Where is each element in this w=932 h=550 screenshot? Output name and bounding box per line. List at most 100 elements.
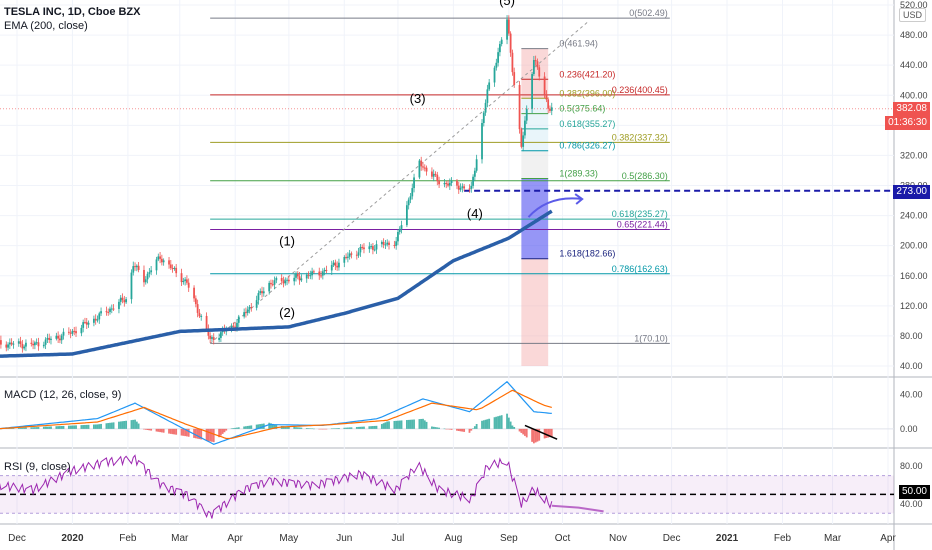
candle-body [422,166,424,168]
macd-histogram-bar [270,423,272,429]
candle-body [506,19,508,40]
macd-histogram-bar [160,428,163,433]
candle-body [143,269,145,283]
ema-legend[interactable]: EMA (200, close) [4,20,88,32]
macd-tick-label: 40.00 [900,390,923,400]
candle-body [59,338,61,341]
macd-histogram-bar [382,423,385,429]
macd-histogram-bar [311,428,314,430]
symbol-title[interactable]: TESLA INC, 1D, Cboe BZX [4,6,141,18]
macd-histogram-bar [468,428,471,433]
macd-histogram-bar [309,428,312,429]
macd-histogram-bar [205,428,208,441]
candle-body [12,343,15,345]
macd-histogram-bar [357,426,360,429]
fib2-level-label: 1(289.33) [559,168,598,178]
candle-body [345,256,347,258]
macd-histogram-bar [125,420,127,429]
macd-histogram-bar [219,428,222,436]
candle-body [159,256,161,259]
candle-body [148,272,151,274]
macd-histogram-bar [236,427,238,429]
macd-histogram-bar [536,428,539,442]
candle-body [261,291,263,294]
x-tick-label: 2020 [61,533,84,544]
candle-body [459,187,462,190]
candle-body [19,341,22,344]
candle-body [245,312,247,314]
candle-body [200,315,203,317]
macd-histogram-bar [522,428,525,435]
price-tick-label: 400.00 [900,90,928,100]
macd-histogram-bar [450,428,453,430]
candle-body [388,242,390,245]
macd-histogram-bar [520,428,523,433]
fib-level-label: 0.65(221.44) [617,220,668,230]
macd-histogram-bar [422,418,424,429]
macd-histogram-bar [443,428,446,430]
macd-histogram-bar [296,427,299,429]
x-tick-label: 2021 [716,533,739,544]
price-tick-label: 160.00 [900,271,928,281]
macd-histogram-bar [345,427,347,429]
candle-body [493,67,496,83]
macd-histogram-bar [293,427,296,429]
macd-histogram-bar [155,428,158,432]
rsi-title[interactable]: RSI (9, close) [4,461,71,473]
macd-histogram-bar [32,427,34,429]
candle-body [307,274,310,276]
fib-level-label: 0.618(235.27) [612,209,668,219]
macd-histogram-bar [168,428,170,434]
candle-body [450,180,453,183]
macd-histogram-bar [398,420,401,429]
candle-body [323,269,326,272]
macd-histogram-bar [67,425,70,429]
macd-histogram-bar [173,428,176,435]
candle-body [336,265,339,268]
macd-histogram-bar [50,426,52,429]
candle-body [525,108,528,121]
currency-button[interactable]: USD [898,8,926,22]
macd-histogram-bar [200,428,203,440]
candle-body [470,185,473,189]
x-tick-label: Aug [444,533,462,544]
wave-label: (4) [467,206,483,221]
macd-histogram-bar [187,428,190,437]
macd-histogram-bar [48,426,51,429]
candle-body [160,258,163,263]
candle-body [443,182,446,185]
candle-body [372,246,374,250]
macd-histogram-bar [525,428,528,438]
macd-histogram-bar [498,415,501,429]
candle-body [298,276,301,281]
macd-histogram-bar [500,415,503,429]
macd-histogram-bar [271,423,274,429]
macd-histogram-bar [472,428,474,429]
candle-body [135,265,138,268]
candle-body [357,252,360,256]
fib-level-label: 0.786(162.63) [612,264,668,274]
candle-body [21,343,24,349]
candle-body [32,343,34,346]
macd-line [0,380,552,445]
macd-histogram-bar [35,427,38,429]
candle-body [293,277,296,282]
macd-histogram-bar [325,428,328,430]
macd-histogram-bar [284,426,287,429]
candle-body [393,244,396,246]
candle-body [534,60,537,62]
macd-histogram-bar [368,426,371,429]
candle-body [280,277,283,282]
candle-body [33,342,36,346]
rsi-tick-label: 40.00 [900,499,923,509]
macd-title[interactable]: MACD (12, 26, close, 9) [4,389,122,401]
candle-body [343,256,346,263]
macd-histogram-bar [445,428,448,430]
macd-histogram-bar [513,427,516,429]
macd-histogram-bar [96,424,99,429]
macd-histogram-bar [85,424,88,429]
macd-histogram-bar [323,428,326,430]
macd-histogram-bar [212,428,215,443]
macd-histogram-bar [425,421,428,429]
